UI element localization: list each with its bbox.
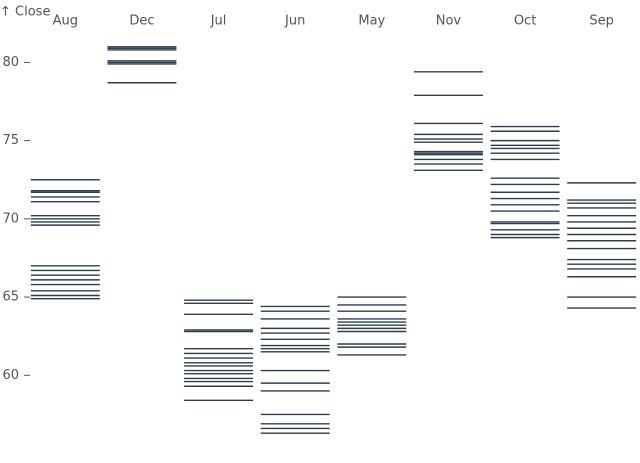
x-tick-label: Jul xyxy=(210,14,227,29)
x-tick-label: Oct xyxy=(514,14,536,29)
x-tick-label: May xyxy=(358,14,385,29)
y-tick-label: 60 xyxy=(2,368,19,383)
x-tick-label: Aug xyxy=(53,14,78,29)
y-axis-label: ↑ Close xyxy=(0,5,50,20)
x-tick-label: Sep xyxy=(589,14,614,29)
x-tick-label: Nov xyxy=(436,14,462,29)
y-tick-label: 70 xyxy=(2,211,19,226)
x-tick-label: Jun xyxy=(284,14,305,29)
y-tick-label: 80 xyxy=(2,55,19,70)
y-tick-label: 65 xyxy=(2,290,19,305)
x-tick-label: Dec xyxy=(129,14,154,29)
y-tick-label: 75 xyxy=(2,133,19,148)
